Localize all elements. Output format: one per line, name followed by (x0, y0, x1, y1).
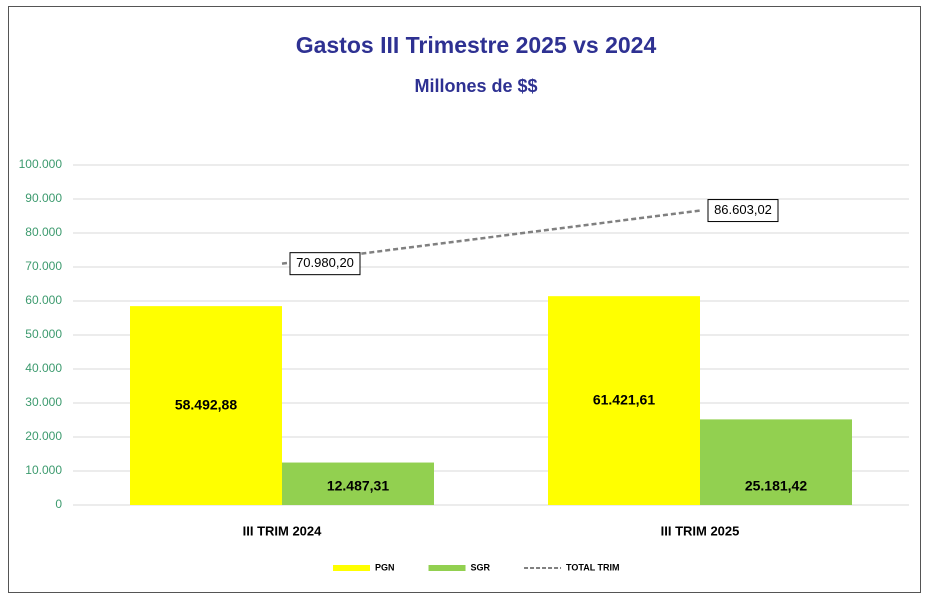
data-label: 86.603,02 (714, 202, 772, 217)
chart-subtitle: Millones de $$ (414, 76, 537, 96)
y-tick-label: 0 (55, 497, 62, 511)
y-tick-label: 20.000 (25, 429, 62, 443)
data-label: 61.421,61 (593, 391, 655, 407)
y-tick-label: 40.000 (25, 361, 62, 375)
data-label: 25.181,42 (745, 478, 807, 494)
bar (130, 306, 282, 505)
y-tick-label: 10.000 (25, 463, 62, 477)
x-tick-label: III TRIM 2024 (243, 523, 323, 538)
data-label: 12.487,31 (327, 478, 389, 494)
bar (282, 462, 434, 505)
y-tick-label: 90.000 (25, 191, 62, 205)
legend-swatch (333, 565, 370, 571)
y-tick-label: 80.000 (25, 225, 62, 239)
data-label: 70.980,20 (296, 255, 354, 270)
line-series (281, 209, 701, 265)
legend-label: TOTAL TRIM (566, 562, 620, 572)
y-tick-label: 70.000 (25, 259, 62, 273)
y-tick-label: 100.000 (19, 157, 63, 171)
legend-label: SGR (471, 562, 491, 572)
bar (700, 419, 852, 505)
chart-title: Gastos III Trimestre 2025 vs 2024 (296, 32, 657, 58)
y-tick-label: 30.000 (25, 395, 62, 409)
y-tick-label: 50.000 (25, 327, 62, 341)
data-label-box (289, 252, 361, 276)
legend-swatch (428, 565, 466, 571)
data-label-box (707, 199, 779, 223)
bar (548, 296, 700, 505)
x-tick-label: III TRIM 2025 (661, 523, 740, 538)
y-tick-label: 60.000 (25, 293, 62, 307)
data-label: 58.492,88 (175, 396, 237, 412)
legend-label: PGN (375, 562, 395, 572)
